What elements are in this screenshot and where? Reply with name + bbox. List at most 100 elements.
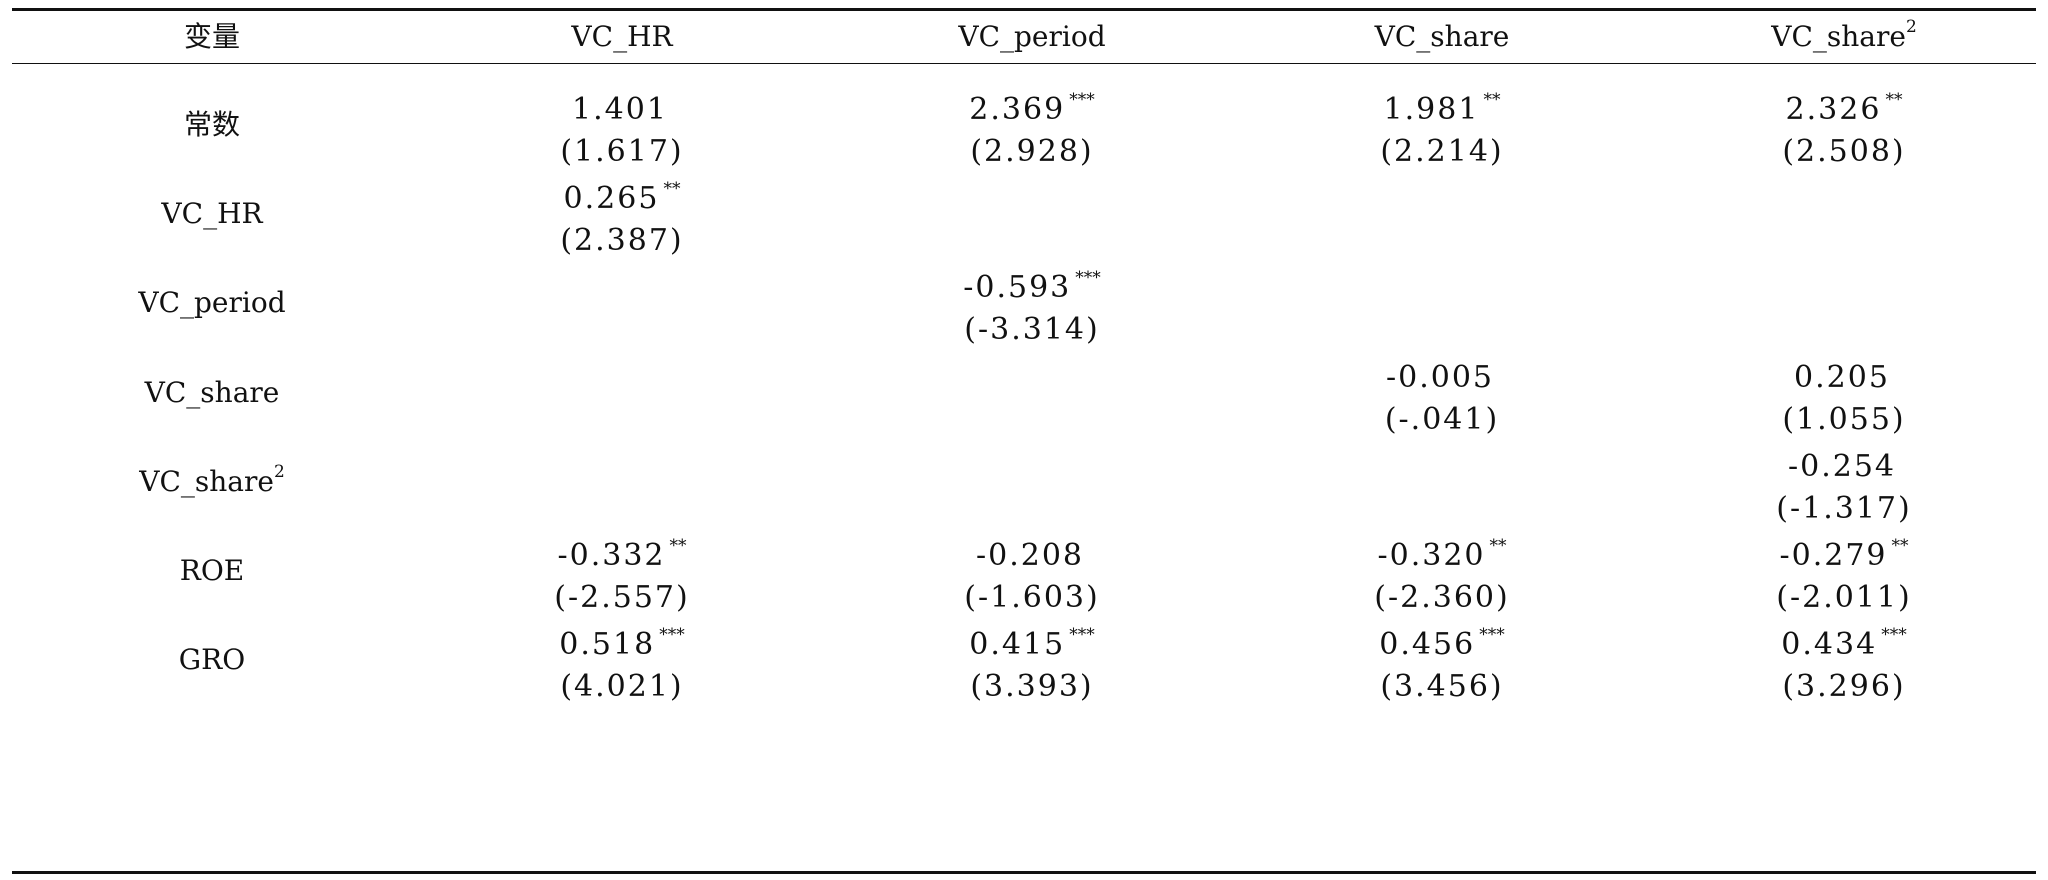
header-vc-share-squared-base: VC_share bbox=[1771, 20, 1906, 53]
coef-value: 0.205 bbox=[1794, 359, 1890, 395]
tstat-vc-hr: (-2.557) bbox=[554, 580, 690, 615]
significance-stars: ** bbox=[663, 179, 681, 200]
coef-vc-share-squared: 0.434 *** bbox=[1652, 609, 2036, 663]
coef-vc-hr bbox=[412, 431, 832, 483]
row-label-text: VC_share bbox=[139, 464, 274, 498]
coef-vc-share-squared: 2.326 ** bbox=[1652, 74, 2036, 127]
coef-vc-period bbox=[832, 431, 1232, 483]
coef-vc-period bbox=[832, 163, 1232, 215]
header-vc-hr: VC_HR bbox=[571, 20, 673, 53]
coef-vc-share-squared bbox=[1652, 163, 2036, 215]
coef-value: -0.320 bbox=[1377, 538, 1486, 573]
coef-value: 2.326 bbox=[1785, 92, 1882, 127]
significance-stars: *** bbox=[1075, 268, 1101, 289]
table-row: ROE -0.332 ** (-2.557) -0.208 (-1.603) -0.320 *… bbox=[12, 512, 2036, 629]
header-variable: 变量 bbox=[183, 20, 240, 53]
row-label: VC_period bbox=[12, 244, 412, 361]
significance-stars: ** bbox=[1885, 90, 1903, 110]
tstat-vc-hr: (4.021) bbox=[560, 669, 684, 705]
tstat-vc-period: (-1.603) bbox=[964, 580, 1100, 615]
coef-value: -0.005 bbox=[1385, 359, 1495, 395]
coef-value: 0.415 bbox=[969, 627, 1066, 663]
table-row: VC_HR 0.265 ** (2.387) bbox=[12, 155, 2036, 272]
significance-stars: ** bbox=[1483, 90, 1501, 110]
table-header-row: 变量 VC_HR VC_period VC_share VC_share2 bbox=[12, 11, 2036, 64]
coef-value: 0.518 bbox=[559, 627, 656, 663]
coef-vc-share-squared: 0.205 bbox=[1652, 342, 2036, 395]
coef-vc-hr bbox=[412, 342, 832, 394]
row-label-text: GRO bbox=[178, 643, 246, 677]
tstat-vc-period: (2.928) bbox=[970, 134, 1094, 169]
significance-stars: *** bbox=[659, 625, 685, 646]
table-row: 常数 1.401 (1.617) 2.369 *** (2.928) 1.981 ** (2.2… bbox=[12, 66, 2036, 183]
coef-vc-hr: 0.518 *** bbox=[412, 609, 832, 663]
row-label: VC_HR bbox=[12, 155, 412, 272]
row-label-text: VC_HR bbox=[161, 197, 263, 231]
significance-stars: ** bbox=[1891, 536, 1909, 556]
coef-vc-share bbox=[1232, 252, 1652, 304]
coef-vc-share bbox=[1232, 163, 1652, 215]
tstat-vc-share: (3.456) bbox=[1380, 669, 1504, 705]
tstat-vc-share: (-2.360) bbox=[1374, 580, 1510, 615]
coef-value: 0.456 bbox=[1379, 627, 1476, 663]
coef-value: -0.593 bbox=[963, 270, 1072, 306]
coef-value: -0.332 bbox=[557, 538, 666, 573]
header-vc-share-squared-exponent: 2 bbox=[1905, 17, 1917, 37]
table-row: VC_period -0.593 *** (-3.314) bbox=[12, 244, 2036, 361]
tstat-vc-hr: (2.387) bbox=[560, 223, 684, 259]
tstat-vc-hr: (1.617) bbox=[560, 134, 684, 169]
coef-vc-share: 0.456 *** bbox=[1232, 609, 1652, 663]
coef-vc-period: -0.208 bbox=[832, 520, 1232, 573]
tstat-vc-share: (2.214) bbox=[1380, 134, 1504, 169]
coef-value: 2.369 bbox=[969, 92, 1066, 127]
row-label: GRO bbox=[12, 601, 412, 718]
coef-value: -0.279 bbox=[1779, 538, 1888, 573]
significance-stars: *** bbox=[1069, 625, 1095, 646]
tstat-vc-share: (-.041) bbox=[1384, 401, 1500, 437]
coef-vc-share: -0.320 ** bbox=[1232, 520, 1652, 573]
tstat-vc-share-squared: (2.508) bbox=[1782, 134, 1906, 169]
coef-vc-share-squared: -0.254 bbox=[1652, 431, 2036, 484]
tstat-vc-share-squared: (-1.317) bbox=[1776, 490, 1912, 526]
significance-stars: *** bbox=[1069, 90, 1095, 110]
header-vc-period: VC_period bbox=[958, 20, 1106, 53]
row-label: ROE bbox=[12, 512, 412, 629]
coef-vc-hr bbox=[412, 252, 832, 304]
coef-value: 1.401 bbox=[572, 92, 668, 127]
coef-value: -0.208 bbox=[975, 538, 1085, 573]
row-label-exponent: 2 bbox=[273, 461, 285, 482]
coef-vc-share: -0.005 bbox=[1232, 342, 1652, 395]
table-row: VC_share2 -0.254 (-1.317) bbox=[12, 423, 2036, 540]
significance-stars: ** bbox=[669, 536, 687, 556]
header-vc-share-squared: VC_share2 bbox=[1652, 11, 2036, 63]
table-row: VC_share -0.005 (-.041) 0.205 (1.055) bbox=[12, 334, 2036, 451]
coef-vc-share bbox=[1232, 431, 1652, 483]
coef-value: 1.981 bbox=[1383, 92, 1480, 127]
header-vc-share: VC_share bbox=[1374, 20, 1510, 53]
row-label-text: ROE bbox=[179, 554, 245, 587]
significance-stars: *** bbox=[1479, 625, 1505, 646]
coef-vc-share-squared bbox=[1652, 252, 2036, 304]
coef-vc-period bbox=[832, 342, 1232, 394]
coef-value: 0.434 bbox=[1781, 627, 1878, 663]
coef-vc-share: 1.981 ** bbox=[1232, 74, 1652, 127]
coef-vc-hr: 1.401 bbox=[412, 74, 832, 127]
tstat-vc-share-squared: (1.055) bbox=[1782, 401, 1906, 437]
coef-vc-share-squared: -0.279 ** bbox=[1652, 520, 2036, 573]
coef-vc-period: 2.369 *** bbox=[832, 74, 1232, 127]
row-label-text: 常数 bbox=[183, 108, 240, 141]
row-label-text: VC_period bbox=[138, 286, 286, 320]
coef-value: -0.254 bbox=[1787, 448, 1897, 484]
tstat-vc-share-squared: (-2.011) bbox=[1776, 580, 1912, 615]
table-row: GRO 0.518 *** (4.021) 0.415 *** (3.393) 0.456 **… bbox=[12, 601, 2036, 718]
significance-stars: *** bbox=[1881, 625, 1907, 646]
row-label: VC_share2 bbox=[12, 423, 412, 540]
coef-vc-hr: -0.332 ** bbox=[412, 520, 832, 573]
coef-vc-period: -0.593 *** bbox=[832, 252, 1232, 306]
tstat-vc-period: (3.393) bbox=[970, 669, 1094, 705]
row-label: 常数 bbox=[12, 66, 412, 183]
coef-value: 0.265 bbox=[563, 181, 660, 217]
significance-stars: ** bbox=[1489, 536, 1507, 556]
coef-vc-period: 0.415 *** bbox=[832, 609, 1232, 663]
row-label-text: VC_share bbox=[144, 375, 280, 409]
